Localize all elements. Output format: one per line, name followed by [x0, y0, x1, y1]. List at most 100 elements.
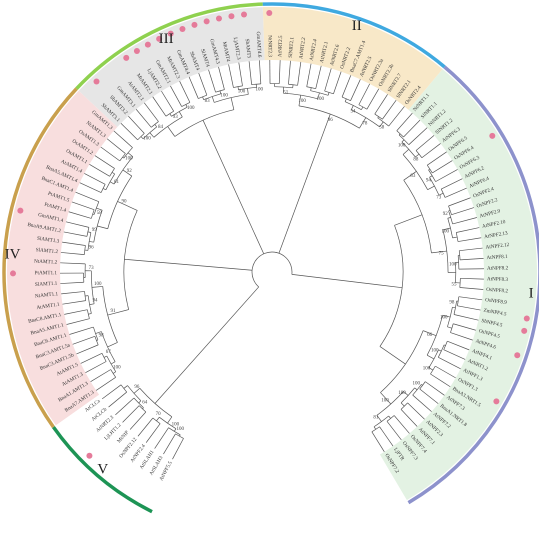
bootstrap-value: 96 — [134, 385, 140, 390]
tree-branch — [61, 291, 85, 295]
tree-branch — [451, 207, 475, 216]
tree-branch — [208, 69, 216, 93]
leaf-label: SlAMT1.3 — [37, 236, 60, 245]
tree-branch — [371, 431, 385, 452]
tree-branch — [432, 160, 453, 174]
tree-branch — [172, 438, 184, 460]
tree-branches — [60, 60, 484, 460]
tree-branch — [438, 357, 461, 370]
tree-branch — [115, 397, 135, 416]
tree-branch — [407, 402, 425, 420]
tree-branch — [122, 169, 133, 177]
bootstrap-value: 81 — [373, 416, 379, 421]
tree-branch — [428, 169, 436, 182]
bootstrap-value: 98 — [99, 334, 105, 339]
tree-branch — [238, 86, 257, 91]
bootstrap-value: 93 — [173, 115, 179, 120]
tree-branch — [87, 232, 92, 251]
leaf-marker — [266, 10, 273, 17]
tree-branch — [278, 60, 281, 84]
tree-branch — [66, 318, 90, 325]
tree-branch — [95, 376, 116, 391]
tree-branch — [393, 415, 410, 434]
tree-branch — [89, 241, 94, 243]
tree-branch — [452, 306, 456, 309]
tree-branch — [87, 231, 91, 233]
tree-branch — [460, 258, 484, 261]
tree-branch — [442, 227, 451, 231]
tree-branch — [198, 72, 208, 96]
tree-branch — [453, 314, 479, 321]
leaf-label: NtAMT1.2 — [34, 259, 58, 266]
tree-branch — [153, 116, 183, 138]
bootstrap-value: 90 — [121, 199, 127, 204]
bootstrap-value: 54 — [350, 109, 356, 114]
tree-branch — [219, 90, 222, 94]
bootstrap-value: 100 — [238, 90, 246, 95]
tree-branch — [412, 394, 432, 412]
tree-branch — [415, 153, 420, 158]
tree-branch — [457, 237, 482, 242]
bootstrap-value: 100 — [317, 97, 325, 102]
tree-branch — [452, 236, 458, 239]
tree-branch — [317, 92, 320, 99]
tree-branch — [429, 175, 433, 178]
clade-sector-V — [55, 394, 178, 509]
tree-branch — [359, 117, 367, 129]
tree-branch — [374, 94, 388, 115]
bootstrap-value: 100 — [381, 399, 389, 404]
bootstrap-value: 88 — [413, 157, 419, 162]
leaf-marker — [10, 270, 17, 277]
tree-branch — [96, 207, 103, 211]
bootstrap-value: 84 — [158, 125, 164, 130]
tree-branch — [202, 120, 265, 254]
bootstrap-value: 100 — [172, 422, 180, 427]
leaf-label: AtNPF2.12 — [485, 242, 510, 251]
tree-branch — [344, 98, 347, 102]
bootstrap-value: 64 — [142, 400, 148, 405]
tree-branch — [90, 369, 111, 382]
clade-sector-III — [78, 7, 265, 128]
tree-branch — [62, 241, 86, 246]
tree-branch — [85, 361, 107, 373]
leaf-label: AtNPF8.3 — [487, 276, 509, 283]
bootstrap-value: 55 — [451, 283, 457, 288]
tree-branch — [76, 344, 99, 355]
leaf-label: AtNRT2.5 — [277, 35, 284, 57]
tree-branch — [84, 173, 106, 185]
tree-branch — [426, 354, 435, 360]
clade-arc-II — [262, 2, 446, 69]
tree-branch — [152, 417, 161, 424]
tree-branch — [143, 102, 159, 122]
tree-branch — [453, 300, 457, 315]
tree-branch — [159, 416, 177, 430]
tree-branch — [154, 124, 158, 128]
leaf-label: AtNPF8.1 — [486, 254, 508, 261]
tree-branch — [448, 197, 471, 207]
tree-branch — [124, 258, 253, 271]
tree-branch — [431, 250, 447, 254]
tree-branch — [122, 405, 140, 423]
tree-branch — [248, 61, 252, 85]
tree-branch — [102, 286, 118, 343]
tree-branch — [135, 109, 152, 128]
tree-branch — [459, 287, 484, 290]
tree-branch — [107, 175, 133, 229]
tree-branch — [278, 113, 331, 254]
leaf-label: SlAMT1.2 — [35, 247, 58, 255]
leaf-label: AtNPF2.13 — [484, 230, 509, 240]
tree-branch — [60, 262, 86, 265]
bootstrap-value: 92 — [127, 169, 133, 174]
tree-branch — [344, 101, 362, 110]
tree-branch — [167, 416, 173, 424]
tree-branch — [396, 130, 404, 138]
tree-branch — [64, 309, 88, 315]
leaf-marker — [133, 48, 140, 55]
bootstrap-value: 96 — [89, 246, 95, 251]
leaf-marker — [17, 207, 24, 214]
tree-branch — [419, 381, 426, 390]
tree-branch — [102, 188, 107, 191]
tree-branch — [396, 112, 413, 131]
tree-branch — [100, 184, 106, 193]
